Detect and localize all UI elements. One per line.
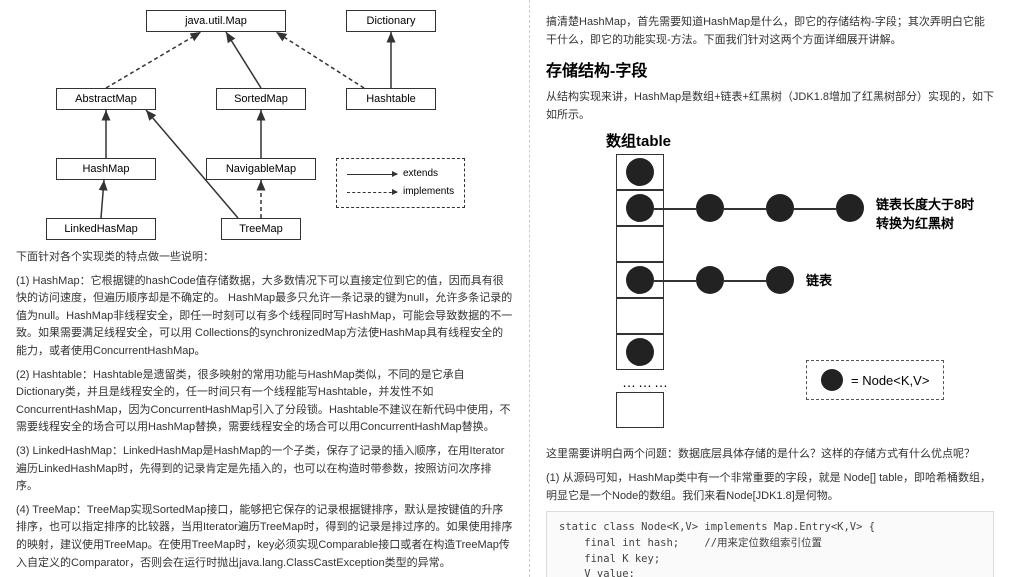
answer-text: (1) 从源码可知，HashMap类中有一个非常重要的字段，就是 Node[] …	[546, 470, 994, 505]
hashmap-structure-diagram: 数组table ……… 链表长度大于8时 转换为红黑树 链表 = Node<K,…	[546, 130, 994, 440]
box-linkedhashmap: LinkedHasMap	[46, 218, 156, 240]
right-intro: 搞清楚HashMap，首先需要知道HashMap是什么，即它的存储结构-字段；其…	[546, 14, 994, 49]
box-navigablemap: NavigableMap	[206, 158, 316, 180]
storage-heading: 存储结构-字段	[546, 57, 994, 81]
conn	[724, 208, 766, 210]
box-treemap: TreeMap	[221, 218, 301, 240]
node-3-2	[766, 266, 794, 294]
conn	[654, 280, 696, 282]
node-3-1	[696, 266, 724, 294]
table-label: 数组table	[606, 130, 671, 151]
para-4: (4) TreeMap：TreeMap实现SortedMap接口，能够把它保存的…	[16, 502, 513, 572]
conn	[794, 208, 836, 210]
legend-box: extends implements	[336, 158, 465, 208]
box-sortedmap: SortedMap	[216, 88, 306, 110]
box-hashtable: Hashtable	[346, 88, 436, 110]
slot-n	[616, 392, 664, 428]
box-abstractmap: AbstractMap	[56, 88, 156, 110]
node-1-2	[766, 194, 794, 222]
legend-circle-icon	[821, 369, 843, 391]
node-1-3	[836, 194, 864, 222]
list-annotation: 链表	[806, 270, 832, 289]
code-block: static class Node<K,V> implements Map.En…	[546, 511, 994, 577]
slot-2	[616, 226, 664, 262]
para-2: (2) Hashtable：Hashtable是遗留类，很多映射的常用功能与Ha…	[16, 367, 513, 437]
conn	[654, 208, 696, 210]
left-column: java.util.Map Dictionary AbstractMap Sor…	[0, 0, 530, 577]
map-hierarchy-diagram: java.util.Map Dictionary AbstractMap Sor…	[16, 8, 513, 243]
node-1-1	[696, 194, 724, 222]
right-column: 搞清楚HashMap，首先需要知道HashMap是什么，即它的存储结构-字段；其…	[530, 0, 1010, 577]
node-legend: = Node<K,V>	[806, 360, 944, 400]
dots: ………	[622, 374, 670, 390]
box-dictionary: Dictionary	[346, 10, 436, 32]
intro-text: 下面针对各个实现类的特点做一些说明：	[16, 249, 513, 267]
question-text: 这里需要讲明白两个问题：数据底层具体存储的是什么？这样的存储方式有什么优点呢？	[546, 446, 994, 464]
para-3: (3) LinkedHashMap：LinkedHashMap是HashMap的…	[16, 443, 513, 496]
legend-extends-label: extends	[403, 165, 438, 183]
para-1: (1) HashMap：它根据键的hashCode值存储数据，大多数情况下可以直…	[16, 273, 513, 361]
conn	[724, 280, 766, 282]
tree-annotation: 链表长度大于8时 转换为红黑树	[876, 194, 974, 232]
slot-4	[616, 298, 664, 334]
sub-intro: 从结构实现来讲，HashMap是数组+链表+红黑树（JDK1.8增加了红黑树部分…	[546, 89, 994, 124]
node-eq-label: = Node<K,V>	[851, 373, 929, 388]
legend-implements-label: implements	[403, 183, 454, 201]
box-hashmap: HashMap	[56, 158, 156, 180]
box-java-util-map: java.util.Map	[146, 10, 286, 32]
